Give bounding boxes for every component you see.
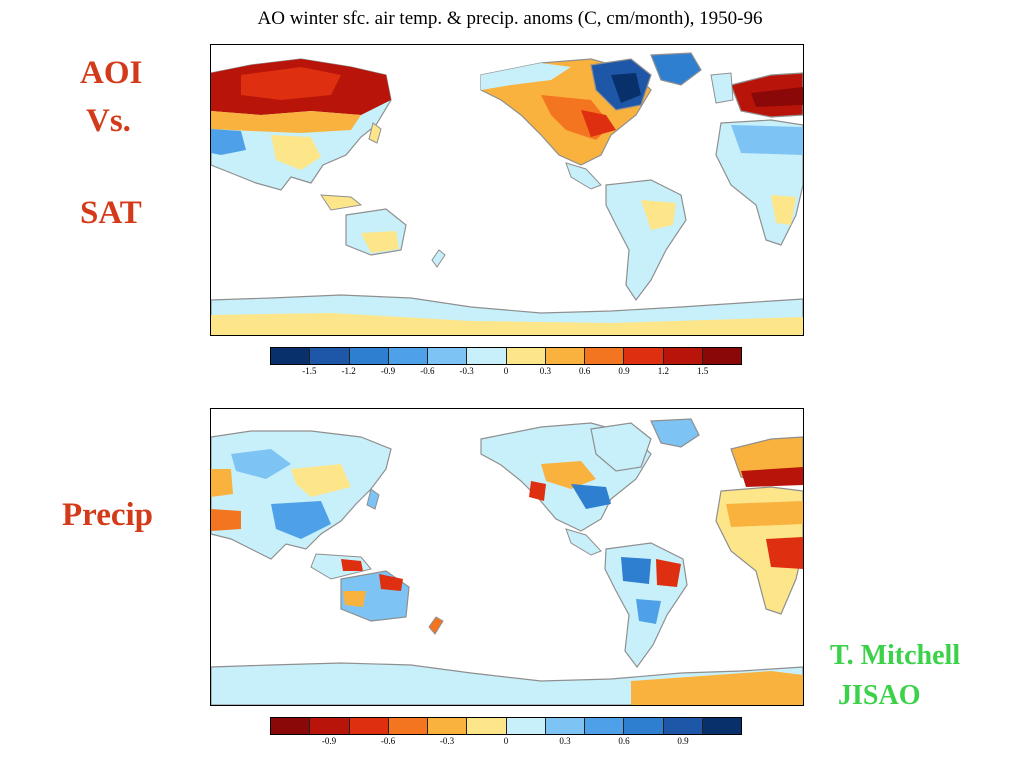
- temperature-colorbar-tick-label: 0: [503, 366, 509, 376]
- figure-title: AO winter sfc. air temp. & precip. anoms…: [257, 8, 763, 29]
- precipitation-colorbar-swatch: [545, 718, 585, 734]
- precipitation-colorbar-ticks: -0.9 -0.6 -0.3 0 0.3 0.6 0.9: [270, 735, 742, 749]
- precipitation-colorbar-swatches: [270, 717, 742, 735]
- precipitation-colorbar-swatch: [388, 718, 428, 734]
- precip-label: Precip: [62, 497, 154, 533]
- temperature-colorbar: -1.5 -1.2 -0.9 -0.6 -0.3 0 0.3 0.6 0.9 1.2 1.5: [270, 347, 742, 379]
- temperature-colorbar-swatch: [545, 348, 585, 364]
- temperature-colorbar-tick-label: -1.2: [341, 366, 356, 376]
- precipitation-colorbar-swatch: [310, 718, 350, 734]
- temperature-colorbar-tick-label: 0.6: [579, 366, 591, 376]
- temperature-colorbar-swatch: [467, 348, 507, 364]
- temperature-colorbar-swatches: [270, 347, 742, 365]
- precipitation-colorbar-swatch: [428, 718, 468, 734]
- temperature-colorbar-tick-label: 1.2: [657, 366, 669, 376]
- precipitation-colorbar-swatch: [702, 718, 741, 734]
- temperature-colorbar-swatch: [585, 348, 625, 364]
- temperature-colorbar-tick-label: -1.5: [302, 366, 317, 376]
- precipitation-colorbar-tick-label: -0.3: [439, 736, 455, 746]
- temperature-colorbar-tick-label: -0.9: [380, 366, 396, 376]
- precipitation-colorbar-tick-label: 0: [503, 736, 509, 746]
- temperature-anomaly-map: [210, 44, 804, 336]
- precipitation-colorbar-tick-label: 0.6: [618, 736, 630, 746]
- temperature-colorbar-tick-label: -0.6: [420, 366, 435, 376]
- precipitation-colorbar-tick-label: -0.9: [321, 736, 337, 746]
- precipitation-colorbar: -0.9 -0.6 -0.3 0 0.3 0.6 0.9: [270, 717, 742, 749]
- temperature-colorbar-swatch: [663, 348, 703, 364]
- temperature-colorbar-swatch: [428, 348, 468, 364]
- temperature-colorbar-tick-label: -0.3: [459, 366, 474, 376]
- precipitation-colorbar-swatch: [271, 718, 311, 734]
- precipitation-colorbar-swatch: [663, 718, 703, 734]
- sat-label: SAT: [80, 195, 142, 231]
- precipitation-colorbar-tick-label: 0.9: [677, 736, 689, 746]
- temperature-colorbar-swatch: [310, 348, 350, 364]
- temperature-colorbar-swatch: [349, 348, 389, 364]
- precipitation-colorbar-swatch: [506, 718, 546, 734]
- precipitation-colorbar-swatch: [624, 718, 664, 734]
- precipitation-colorbar-swatch: [467, 718, 507, 734]
- precipitation-colorbar-swatch: [349, 718, 389, 734]
- aoi-label: AOI: [80, 55, 143, 91]
- credit-institution: JISAO: [838, 680, 921, 711]
- temperature-colorbar-tick-label: 0.3: [539, 366, 551, 376]
- temperature-colorbar-ticks: -1.5 -1.2 -0.9 -0.6 -0.3 0 0.3 0.6 0.9 1.2 1.5: [270, 365, 742, 379]
- temperature-colorbar-swatch: [388, 348, 428, 364]
- temperature-colorbar-swatch: [506, 348, 546, 364]
- temperature-colorbar-tick-label: 1.5: [697, 366, 709, 376]
- temperature-colorbar-swatch: [271, 348, 311, 364]
- temperature-colorbar-tick-label: 0.9: [618, 366, 630, 376]
- precipitation-colorbar-swatch: [585, 718, 625, 734]
- vs-label: Vs.: [86, 103, 131, 139]
- temperature-colorbar-swatch: [702, 348, 741, 364]
- precipitation-colorbar-tick-label: 0.3: [559, 736, 571, 746]
- credit-author: T. Mitchell: [830, 640, 961, 671]
- precipitation-anomaly-map: [210, 408, 804, 706]
- precipitation-colorbar-tick-label: -0.6: [380, 736, 396, 746]
- temperature-colorbar-swatch: [624, 348, 664, 364]
